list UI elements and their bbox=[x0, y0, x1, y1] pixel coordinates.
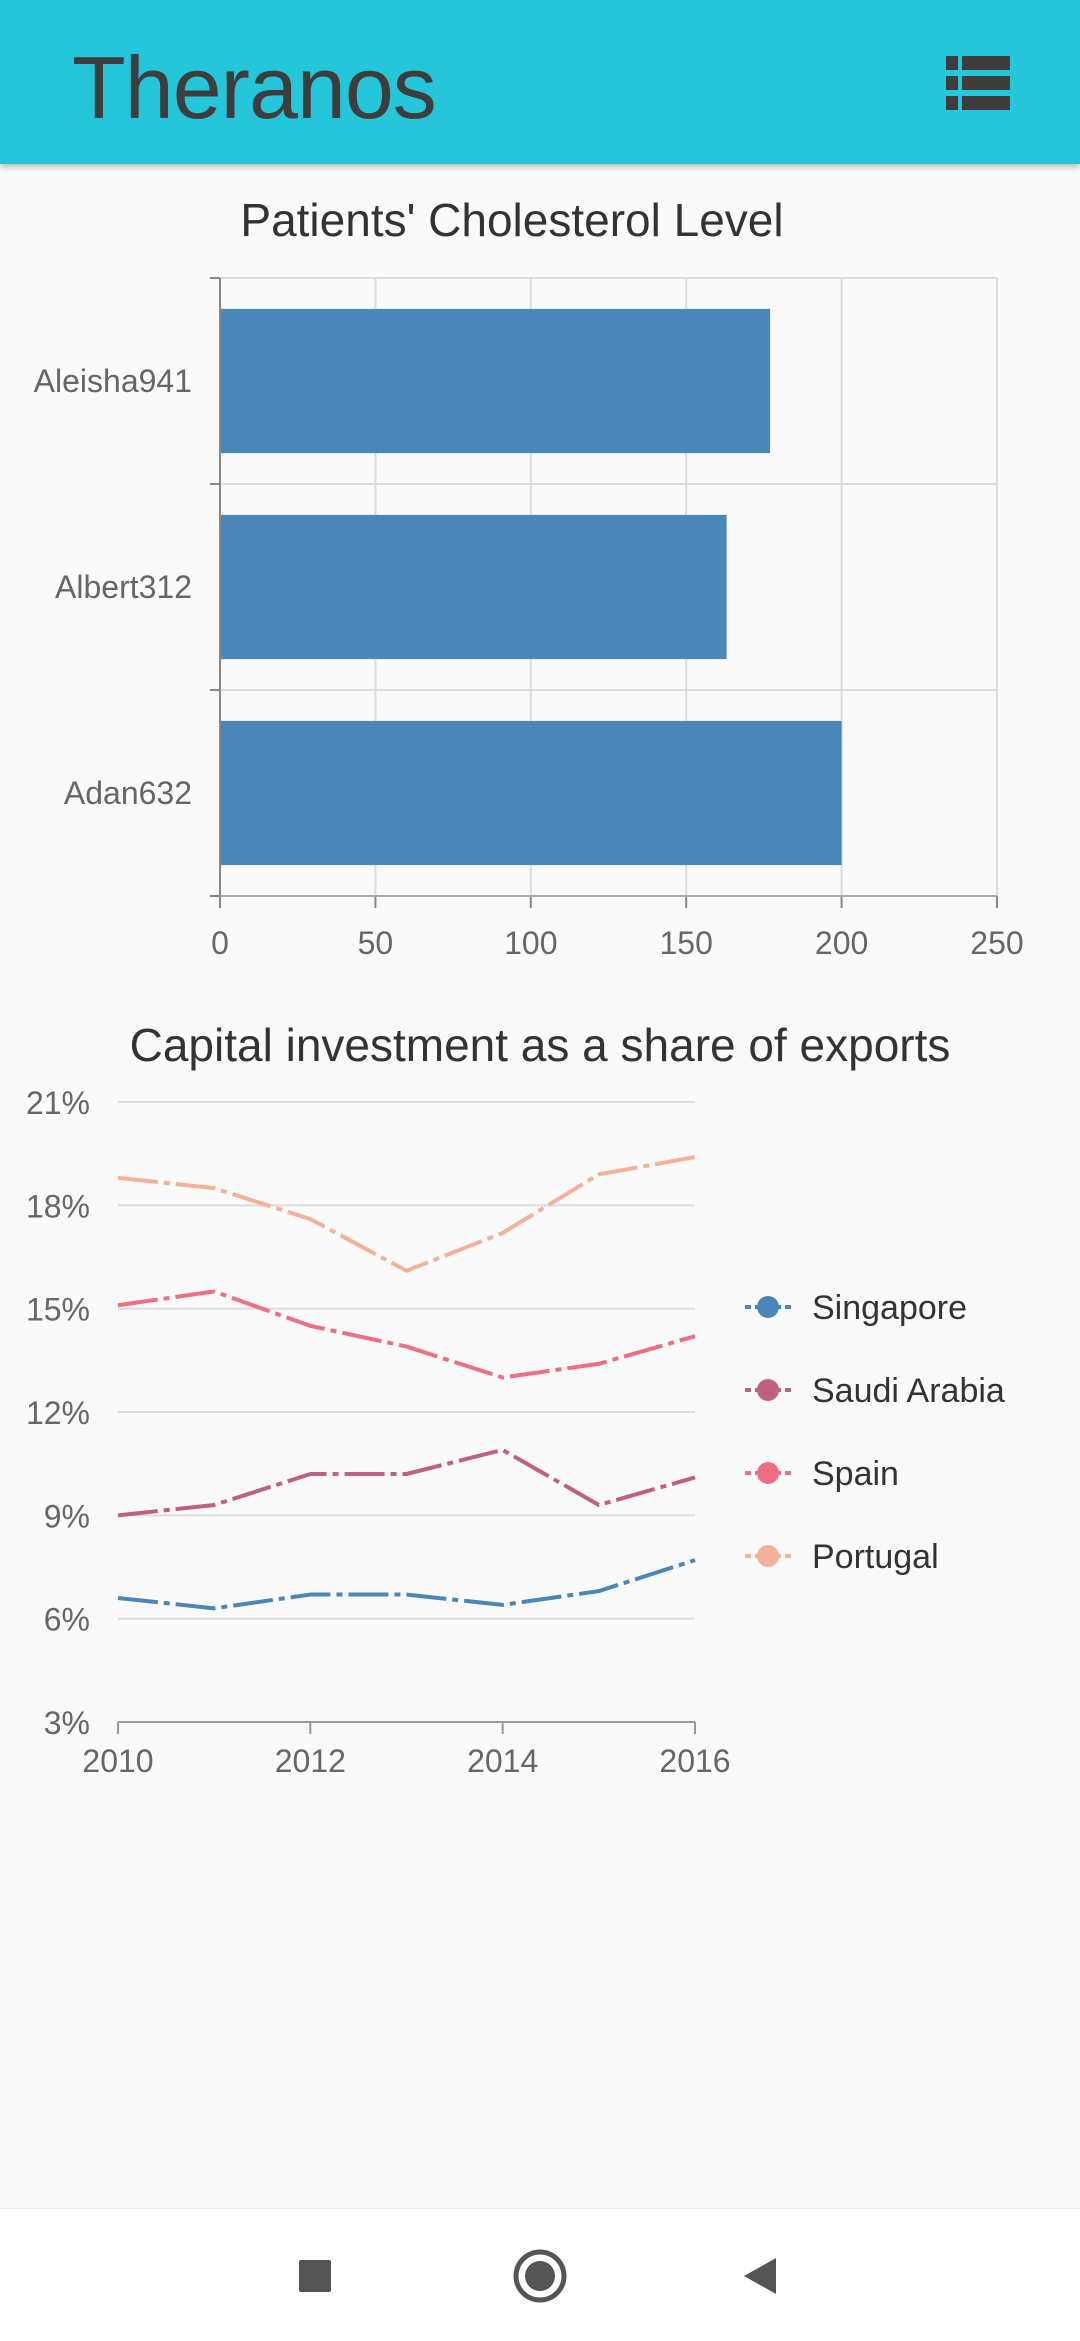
legend-label: Portugal bbox=[812, 1538, 939, 1576]
legend-label: Saudi Arabia bbox=[812, 1372, 1005, 1410]
x-tick-label: 2012 bbox=[275, 1743, 346, 1779]
legend-item[interactable]: Singapore bbox=[745, 1289, 967, 1327]
cholesterol-bar-chart: Patients' Cholesterol Level 0 50 100 150 200… bbox=[34, 194, 1024, 961]
chart-title: Patients' Cholesterol Level bbox=[240, 194, 783, 246]
x-tick-label: 150 bbox=[660, 925, 713, 961]
x-tick-label: 2014 bbox=[467, 1743, 538, 1779]
chart-title: Capital investment as a share of exports bbox=[130, 1019, 951, 1071]
legend-marker bbox=[757, 1545, 779, 1567]
legend-item[interactable]: Saudi Arabia bbox=[745, 1372, 1005, 1410]
bar bbox=[220, 514, 727, 660]
series-line bbox=[117, 1558, 696, 1611]
navigation-bar bbox=[0, 2208, 1080, 2341]
x-tick-label: 0 bbox=[211, 925, 229, 961]
y-tick-label: 21% bbox=[26, 1085, 90, 1121]
x-tick-label: 50 bbox=[358, 925, 394, 961]
series-line bbox=[117, 1289, 696, 1380]
y-tick-label: 6% bbox=[44, 1602, 90, 1638]
series-line bbox=[117, 1155, 696, 1273]
y-tick-label: 15% bbox=[26, 1292, 90, 1328]
legend-label: Spain bbox=[812, 1455, 899, 1493]
legend-item[interactable]: Spain bbox=[745, 1455, 899, 1493]
legend-marker bbox=[757, 1462, 779, 1484]
y-tick-label: 12% bbox=[26, 1395, 90, 1431]
capital-investment-line-chart: Capital investment as a share of exports… bbox=[26, 1019, 1005, 1779]
x-tick-label: 200 bbox=[815, 925, 868, 961]
circle-home-icon[interactable] bbox=[495, 2231, 585, 2321]
bar bbox=[220, 720, 842, 866]
x-tick-label: 2016 bbox=[659, 1743, 730, 1779]
legend-marker bbox=[757, 1379, 779, 1401]
x-tick-label: 100 bbox=[504, 925, 557, 961]
category-label: Albert312 bbox=[55, 569, 192, 605]
series-line bbox=[117, 1447, 696, 1518]
x-tick-label: 2010 bbox=[82, 1743, 153, 1779]
category-label: Aleisha941 bbox=[34, 363, 192, 399]
y-tick-label: 9% bbox=[44, 1498, 90, 1534]
x-tick-label: 250 bbox=[970, 925, 1023, 961]
y-tick-label: 18% bbox=[26, 1188, 90, 1224]
y-tick-label: 3% bbox=[44, 1705, 90, 1741]
triangle-back-icon[interactable] bbox=[715, 2231, 805, 2321]
legend-marker bbox=[757, 1296, 779, 1318]
app-title: Theranos bbox=[72, 38, 437, 137]
square-recents-icon[interactable] bbox=[270, 2231, 360, 2321]
legend-item[interactable]: Portugal bbox=[745, 1538, 939, 1576]
view-list-icon[interactable] bbox=[938, 50, 1018, 120]
category-label: Adan632 bbox=[64, 775, 192, 811]
app-bar: Theranos bbox=[0, 0, 1080, 164]
bar bbox=[220, 308, 771, 454]
legend-label: Singapore bbox=[812, 1289, 967, 1327]
